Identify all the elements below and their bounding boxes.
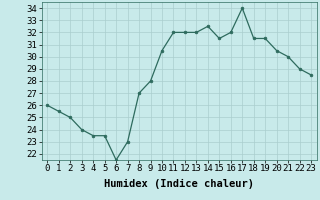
X-axis label: Humidex (Indice chaleur): Humidex (Indice chaleur): [104, 179, 254, 189]
